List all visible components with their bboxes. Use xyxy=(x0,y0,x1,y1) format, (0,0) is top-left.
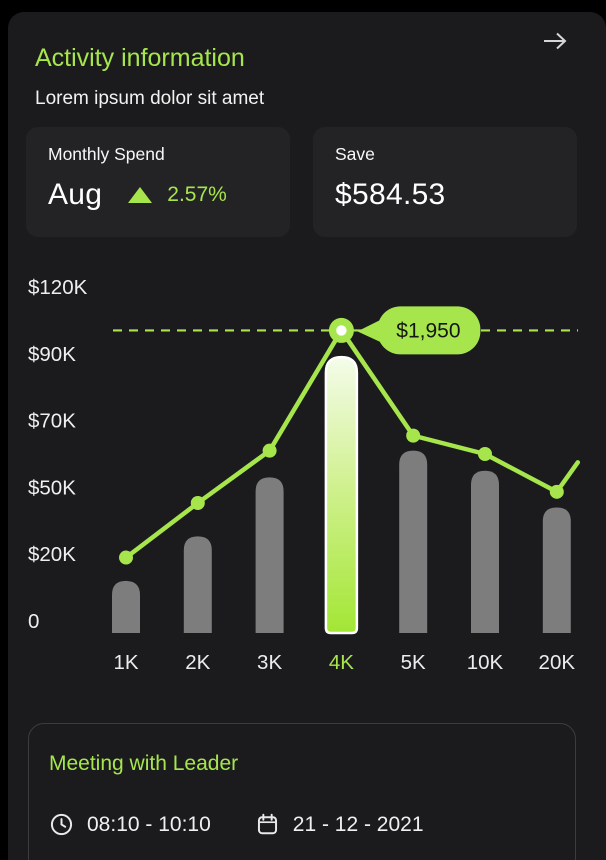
chart-point-1K xyxy=(119,550,133,565)
chart-tooltip-value: $1,950 xyxy=(396,319,460,342)
chart-bar-5K[interactable] xyxy=(399,450,428,633)
y-tick-0: 0 xyxy=(28,610,39,633)
y-tick-$50K: $50K xyxy=(28,476,76,499)
save-card[interactable]: Save $584.53 xyxy=(313,127,577,237)
activity-panel: Activity information Lorem ipsum dolor s… xyxy=(8,12,606,860)
meeting-time-item: 08:10 - 10:10 xyxy=(49,812,211,837)
calendar-icon xyxy=(257,813,277,835)
meeting-card[interactable]: Meeting with Leader 08:10 - 10:10 xyxy=(28,723,576,860)
triangle-up-icon xyxy=(128,187,153,203)
chart-tooltip: $1,950 xyxy=(357,306,481,355)
activity-chart: $1,950 $120K $90K $70K $50K $20K 0 1K 2K 3K 4K 5K 10… xyxy=(28,276,581,674)
page-title: Activity information xyxy=(35,43,245,72)
meeting-date-item: 21 - 12 - 2021 xyxy=(255,812,424,837)
spend-line xyxy=(123,328,581,560)
chart-point-20K xyxy=(549,484,564,499)
stat-cards-row: Monthly Spend Aug 2.57% Save $584.53 xyxy=(26,127,577,237)
x-tick-4K[interactable]: 4K xyxy=(329,651,354,674)
x-tick-5K[interactable]: 5K xyxy=(401,651,426,674)
chart-point-10K xyxy=(478,447,492,461)
chart-bar-10K[interactable] xyxy=(471,470,499,633)
x-tick-2K[interactable]: 2K xyxy=(185,651,210,674)
monthly-spend-card[interactable]: Monthly Spend Aug 2.57% xyxy=(26,127,290,237)
chart-point-center xyxy=(336,325,347,336)
clock-icon xyxy=(50,813,73,836)
save-label: Save xyxy=(335,144,375,164)
monthly-spend-value: Aug xyxy=(48,178,103,211)
y-tick-$20K: $20K xyxy=(28,543,76,566)
x-tick-20K[interactable]: 20K xyxy=(539,651,576,674)
monthly-spend-change: 2.57% xyxy=(167,183,227,206)
chart-bar-20K[interactable] xyxy=(542,507,571,633)
x-tick-1K[interactable]: 1K xyxy=(113,651,138,674)
meeting-date: 21 - 12 - 2021 xyxy=(292,812,424,836)
y-tick-$120K: $120K xyxy=(28,276,88,299)
arrow-right-icon[interactable] xyxy=(542,30,568,52)
y-tick-$90K: $90K xyxy=(28,343,76,366)
meeting-title: Meeting with Leader xyxy=(49,752,239,775)
save-value: $584.53 xyxy=(335,178,446,211)
chart-point-5K xyxy=(406,428,421,443)
x-tick-10K[interactable]: 10K xyxy=(467,651,504,674)
page-subtitle: Lorem ipsum dolor sit amet xyxy=(35,88,265,109)
x-tick-3K[interactable]: 3K xyxy=(257,651,282,674)
chart-bar-2K[interactable] xyxy=(183,536,212,633)
meeting-time: 08:10 - 10:10 xyxy=(87,812,211,836)
chart-point-2K xyxy=(190,495,205,510)
y-tick-$70K: $70K xyxy=(28,410,76,433)
chart-point-3K xyxy=(262,443,277,458)
chart-bar-4K-highlighted[interactable] xyxy=(324,355,359,635)
chart-bar-3K[interactable] xyxy=(255,477,284,633)
chart-bar-1K[interactable] xyxy=(112,580,140,633)
monthly-spend-label: Monthly Spend xyxy=(48,144,165,164)
